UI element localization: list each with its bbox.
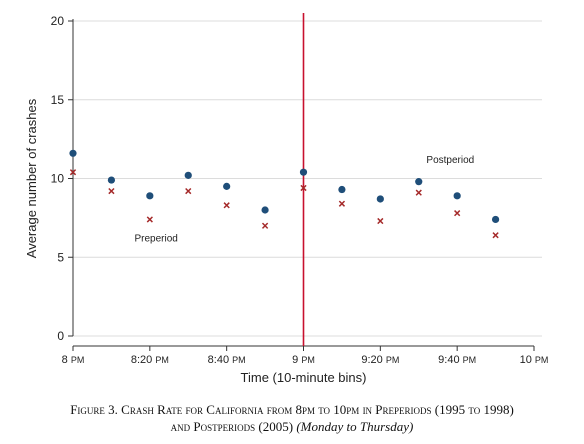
preperiod-point	[261, 222, 269, 229]
caption-line-2: and Postperiods (2005)	[170, 419, 297, 434]
preperiod-point	[415, 189, 422, 196]
postperiod-point	[299, 168, 308, 176]
postperiod-point	[107, 176, 116, 184]
postperiod-point	[223, 182, 231, 190]
preperiod-point	[146, 216, 153, 223]
x-tick-label: 9:20 PM	[361, 354, 399, 366]
annotation-preperiod: Preperiod	[134, 234, 177, 245]
x-tick-label: 8:40 PM	[208, 354, 246, 366]
caption-italic: (Monday to Thursday)	[296, 419, 414, 434]
x-axis-title: Time (10-minute bins)	[241, 370, 367, 385]
postperiod-point	[453, 192, 461, 200]
postperiod-point	[376, 195, 384, 203]
caption-line-1: Figure 3. Crash Rate for California from…	[70, 402, 514, 417]
x-tick-label: 10 PM	[520, 354, 549, 366]
postperiod-point	[415, 178, 423, 186]
preperiod-point	[108, 187, 115, 195]
x-tick-label: 9:40 PM	[438, 354, 476, 366]
preperiod-point	[454, 210, 461, 217]
preperiod-point	[377, 217, 384, 225]
preperiod-point	[223, 202, 230, 209]
x-tick-label: 9 PM	[292, 354, 315, 366]
x-tick-label: 8:20 PM	[131, 354, 169, 366]
postperiod-point	[69, 149, 77, 157]
annotation-postperiod: Postperiod	[426, 155, 474, 166]
preperiod-point	[69, 169, 77, 176]
y-tick-label: 0	[57, 329, 64, 343]
postperiod-point	[261, 206, 269, 214]
y-tick-label: 10	[51, 172, 65, 186]
y-tick-label: 5	[57, 250, 64, 264]
crash-rate-chart: 0 5 10 15 20 8 PM 8:20 PM 8:40 PM 9 PM 9:20 PM 9:4…	[24, 13, 549, 385]
postperiod-point	[146, 192, 154, 200]
postperiod-point	[491, 215, 500, 224]
preperiod-point	[185, 187, 192, 195]
figure-caption: Figure 3. Crash Rate for California from…	[0, 401, 584, 435]
y-tick-label: 20	[51, 14, 65, 28]
preperiod-point	[338, 200, 346, 207]
preperiod-point	[300, 184, 307, 192]
x-tick-label: 8 PM	[62, 354, 85, 366]
postperiod-point	[338, 185, 346, 194]
y-axis-title: Average number of crashes	[24, 98, 39, 258]
postperiod-point	[184, 171, 192, 179]
preperiod-point	[492, 232, 499, 239]
y-tick-label: 15	[51, 93, 65, 107]
